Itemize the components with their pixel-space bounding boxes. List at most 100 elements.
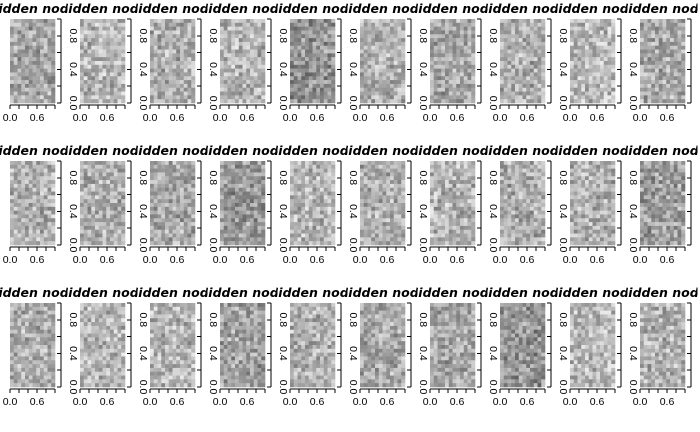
heatmap-cell (242, 22, 247, 27)
heatmap-cell (433, 19, 438, 24)
heatmap-cell (308, 99, 313, 104)
heatmap-cell (25, 61, 30, 66)
heatmap-cell (320, 191, 325, 196)
heatmap-cell (643, 19, 648, 24)
heatmap-cell (257, 95, 262, 100)
heatmap-cell (297, 76, 302, 81)
heatmap-cell (21, 57, 26, 62)
heatmap-cell (238, 241, 243, 246)
heatmap-cell (640, 19, 645, 24)
heatmap-cell (36, 45, 41, 50)
heatmap-cell (40, 76, 45, 81)
heatmap-cell (191, 34, 196, 39)
heatmap-cell (297, 168, 302, 173)
heatmap-cell (183, 199, 188, 204)
heatmap-cell (246, 176, 251, 181)
heatmap-cell (518, 49, 523, 54)
heatmap-cell (10, 222, 15, 227)
heatmap-cell (360, 22, 365, 27)
heatmap-cell (401, 161, 406, 166)
heatmap-cell (371, 187, 376, 192)
heatmap-cell (378, 218, 383, 223)
heatmap-cell (640, 22, 645, 27)
heatmap-cell (460, 161, 465, 166)
heatmap-cell (40, 49, 45, 54)
heatmap-cell (180, 30, 185, 35)
heatmap-cell (51, 187, 56, 192)
heatmap-cell (10, 30, 15, 35)
heatmap-cell (21, 241, 26, 246)
heatmap-cell (573, 57, 578, 62)
heatmap-cell (537, 53, 542, 58)
heatmap-cell (518, 191, 523, 196)
heatmap-cell (176, 34, 181, 39)
heatmap-cell (21, 34, 26, 39)
heatmap-cell (187, 34, 192, 39)
heatmap-cell (17, 26, 22, 31)
heatmap-cell (231, 233, 236, 238)
heatmap-cell (98, 214, 103, 219)
heatmap-cell (98, 183, 103, 189)
heatmap-cell (655, 22, 660, 27)
heatmap-cell (643, 57, 648, 62)
heatmap-cell (83, 172, 88, 177)
heatmap-cell (83, 222, 88, 227)
heatmap-cell (433, 68, 438, 73)
heatmap-cell (397, 49, 402, 54)
heatmap-cell (183, 57, 188, 62)
heatmap-cell (17, 161, 22, 166)
heatmap-cell (596, 38, 601, 43)
heatmap-cell (242, 95, 247, 100)
heatmap-cell (172, 57, 177, 62)
heatmap-cell (25, 76, 30, 81)
heatmap-cell (327, 168, 332, 173)
y-tick-label: 0.4 (277, 204, 289, 219)
heatmap-cell (320, 26, 325, 31)
heatmap-cell (172, 26, 177, 31)
heatmap-cell (573, 53, 578, 58)
heatmap-cell (323, 19, 328, 24)
heatmap-cell (290, 30, 295, 35)
heatmap-cell (13, 22, 18, 27)
heatmap-cell (367, 237, 372, 242)
heatmap-cell (445, 49, 450, 54)
heatmap-cell (655, 72, 660, 77)
heatmap-cell (231, 72, 236, 77)
heatmap-cell (647, 38, 652, 43)
heatmap-cell (168, 183, 173, 189)
heatmap-cell (460, 233, 465, 238)
heatmap-cell (600, 83, 605, 89)
heatmap-cell (261, 19, 266, 24)
heatmap-cell (305, 80, 310, 85)
heatmap-cell (95, 95, 100, 100)
heatmap-cell (165, 180, 170, 185)
heatmap-cell (102, 61, 107, 66)
heatmap-cell (176, 76, 181, 81)
heatmap-cell (503, 57, 508, 62)
heatmap-cell (257, 210, 262, 215)
heatmap-cell (180, 214, 185, 219)
heatmap-cell (187, 218, 192, 223)
heatmap-cell (172, 76, 177, 81)
heatmap-cell (433, 45, 438, 50)
heatmap-cell (331, 95, 336, 100)
heatmap-cell (25, 241, 30, 246)
heatmap-cell (463, 218, 468, 223)
heatmap-cell (655, 80, 660, 85)
heatmap-cell (110, 180, 115, 185)
heatmap-cell (515, 19, 520, 24)
heatmap-cell (375, 68, 380, 73)
heatmap-cell (235, 161, 240, 166)
heatmap-cell (223, 237, 228, 242)
heatmap-cell (150, 68, 155, 73)
heatmap-cell (290, 176, 295, 181)
heatmap-cell (312, 164, 317, 169)
heatmap-cell (297, 229, 302, 234)
heatmap-cell (522, 68, 527, 73)
heatmap-cell (367, 233, 372, 238)
heatmap-cell (191, 180, 196, 185)
heatmap-cell (231, 30, 236, 35)
heatmap-cell (640, 64, 645, 69)
heatmap-cell (95, 34, 100, 39)
heatmap-cell (327, 26, 332, 31)
